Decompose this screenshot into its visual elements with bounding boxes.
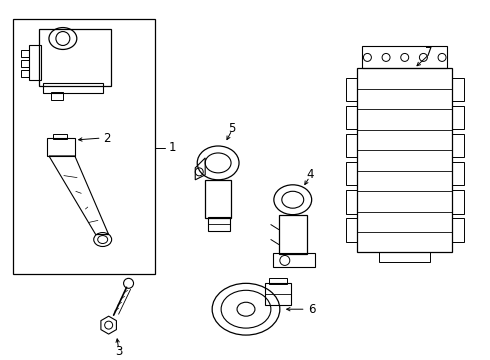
Bar xyxy=(53,134,67,139)
Bar xyxy=(452,106,464,129)
Bar xyxy=(39,28,111,86)
Text: 7: 7 xyxy=(425,46,433,59)
Bar xyxy=(21,70,29,77)
Bar xyxy=(345,162,358,185)
Bar xyxy=(21,60,29,67)
Bar xyxy=(51,92,63,100)
Bar xyxy=(452,78,464,102)
Text: 5: 5 xyxy=(228,122,236,135)
Bar xyxy=(345,106,358,129)
Bar xyxy=(345,134,358,157)
Bar xyxy=(205,180,231,218)
Bar xyxy=(21,50,29,58)
Text: 3: 3 xyxy=(115,345,122,357)
Bar xyxy=(452,219,464,242)
Bar xyxy=(265,283,291,305)
Bar xyxy=(279,215,307,255)
Text: 6: 6 xyxy=(308,303,315,316)
Bar xyxy=(13,19,155,274)
Bar xyxy=(345,219,358,242)
Bar xyxy=(358,68,452,252)
Bar xyxy=(363,46,447,68)
Text: 4: 4 xyxy=(306,168,314,181)
Bar xyxy=(269,278,287,284)
Bar xyxy=(379,252,430,262)
Bar xyxy=(345,190,358,213)
Text: 2: 2 xyxy=(103,131,110,144)
Bar xyxy=(452,162,464,185)
Bar xyxy=(29,45,41,80)
Bar xyxy=(47,138,75,156)
Bar xyxy=(452,134,464,157)
Bar xyxy=(43,83,103,93)
Bar xyxy=(345,78,358,102)
Text: 1: 1 xyxy=(169,141,176,154)
Bar xyxy=(452,190,464,213)
Bar xyxy=(273,253,315,267)
Bar xyxy=(208,217,230,231)
